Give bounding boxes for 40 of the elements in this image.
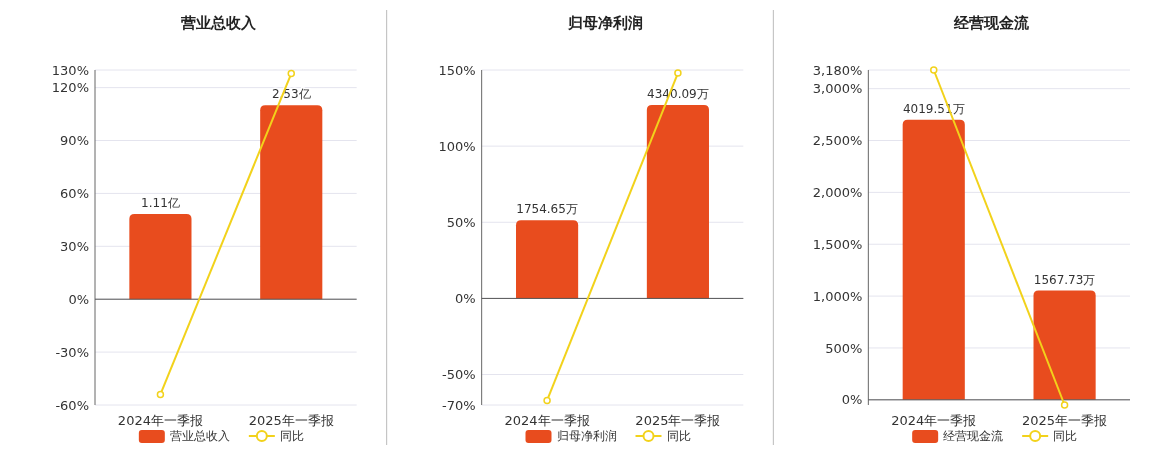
chart-title: 经营现金流: [953, 14, 1031, 32]
legend-label: 经营现金流: [943, 429, 1004, 444]
y-tick-label: 0%: [68, 291, 89, 307]
y-tick-label: 500%: [825, 340, 863, 356]
y-tick-label: 3,180%: [812, 62, 863, 78]
chart-title: 归母净利润: [566, 14, 643, 32]
y-tick-label: 90%: [60, 133, 89, 149]
category-label: 2025年一季报: [248, 413, 334, 428]
y-tick-label: 150%: [438, 62, 476, 78]
y-tick-label: 30%: [60, 238, 89, 254]
y-tick-label: 120%: [51, 80, 89, 96]
data-label: 1567.73万: [1033, 272, 1096, 287]
y-tick-label: 3,000%: [812, 81, 863, 97]
legend-label: 同比: [279, 429, 304, 444]
y-tick-label: 2,000%: [812, 184, 863, 200]
y-tick-label: 0%: [841, 392, 863, 408]
y-tick-label: 2,500%: [812, 133, 863, 149]
category-label: 2025年一季报: [635, 413, 721, 428]
y-tick-label: -30%: [55, 344, 89, 360]
y-tick-label: 60%: [60, 185, 89, 201]
y-tick-label: -70%: [442, 397, 476, 413]
legend-label: 同比: [1053, 429, 1078, 444]
y-tick-label: 1,000%: [812, 288, 863, 304]
y-tick-label: 1,500%: [812, 236, 863, 252]
y-tick-label: 50%: [446, 214, 476, 230]
y-tick-label: -60%: [55, 397, 89, 413]
chart-title: 营业总收入: [179, 14, 257, 32]
category-label: 2024年一季报: [504, 413, 590, 428]
legend-label: 营业总收入: [169, 429, 230, 444]
y-tick-label: 0%: [455, 290, 476, 306]
y-tick-label: 100%: [438, 138, 476, 154]
y-tick-label: -50%: [442, 367, 476, 383]
y-tick-label: 130%: [51, 62, 89, 78]
legend-label: 同比: [666, 429, 691, 444]
category-label: 2024年一季报: [891, 413, 977, 428]
legend-label: 归母净利润: [556, 429, 617, 444]
category-label: 2025年一季报: [1022, 413, 1108, 428]
data-label: 1.11亿: [141, 196, 180, 211]
category-label: 2024年一季报: [117, 413, 203, 428]
data-label: 1754.65万: [516, 202, 578, 217]
